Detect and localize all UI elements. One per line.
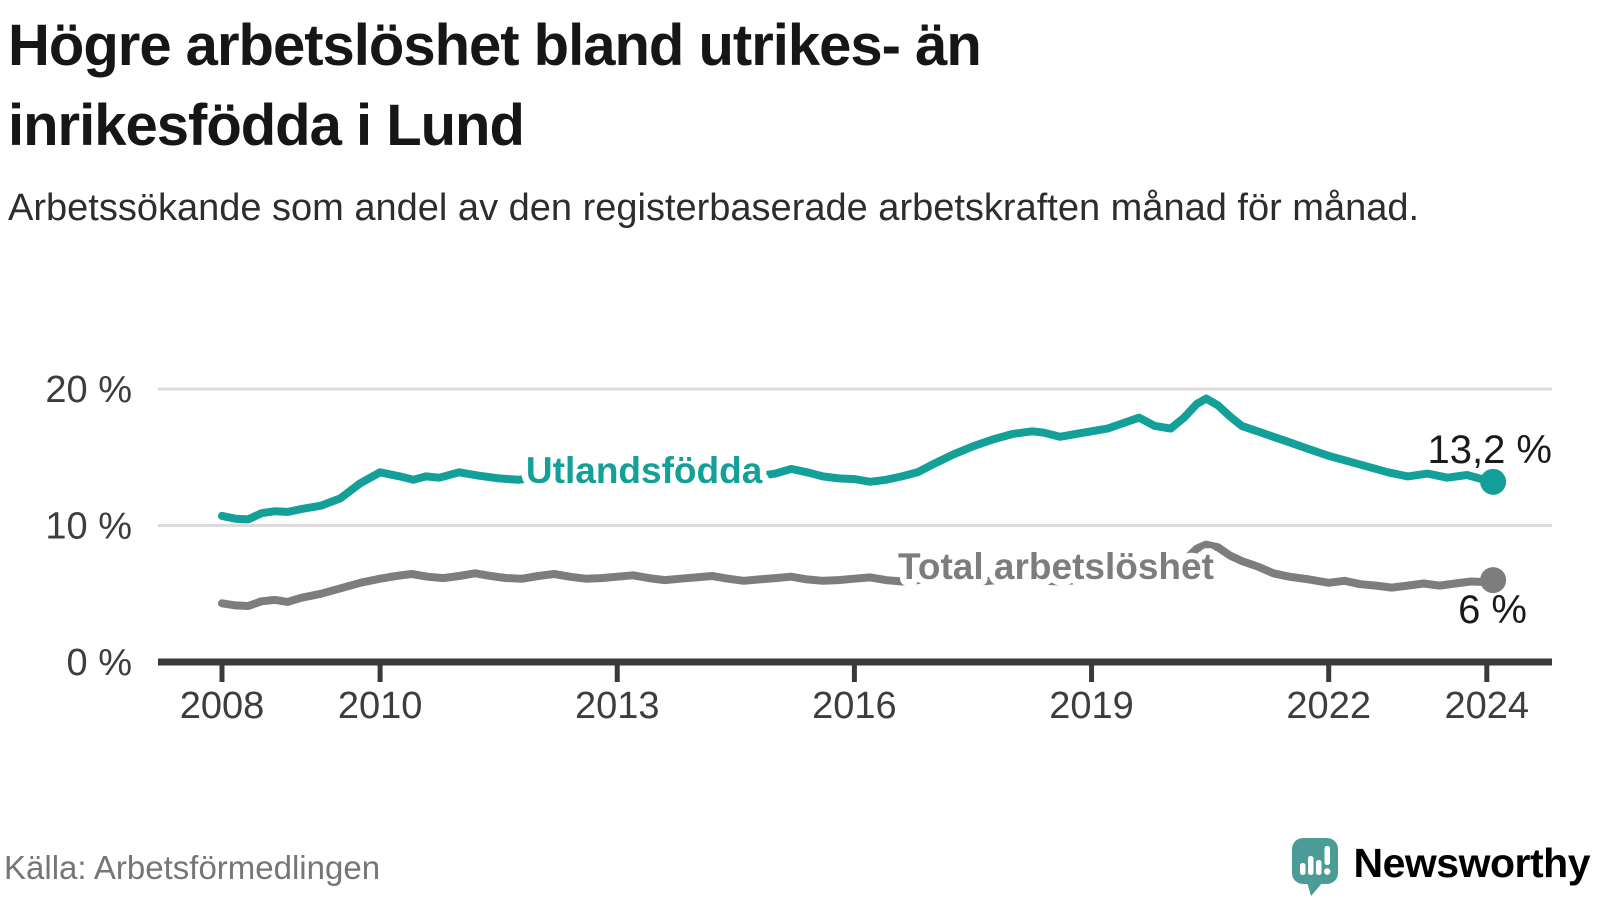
x-tick-label-2013: 2013 <box>575 685 660 727</box>
chart-card: Högre arbetslöshet bland utrikes- än inr… <box>0 6 1600 896</box>
series-end-dot-0 <box>1480 468 1507 495</box>
chart-canvas: 2008 2010 2013 2016 2019 2022 2024 0 % 10 % 20 % U… <box>45 369 1552 727</box>
series-end-value-1: 6 % <box>1458 588 1527 632</box>
x-tick-label-2016: 2016 <box>812 685 897 727</box>
x-tick-label-2022: 2022 <box>1286 685 1371 727</box>
x-tick-label-2010: 2010 <box>338 685 423 727</box>
x-tick-label-2008: 2008 <box>180 685 265 727</box>
y-tick-label-0: 0 % <box>67 642 132 684</box>
brand-name: Newsworthy <box>1353 839 1591 886</box>
chart-subtitle: Arbetssökande som andel av den registerb… <box>8 187 1420 230</box>
series-line-1 <box>218 540 1498 610</box>
y-tick-label-10: 10 % <box>45 506 132 548</box>
page-title: Högre arbetslöshet bland utrikes- än inr… <box>8 13 982 159</box>
speech-bubble-chart-icon <box>1291 838 1338 896</box>
series-end-value-0: 13,2 % <box>1427 428 1552 472</box>
source-note: Källa: Arbetsförmedlingen <box>4 849 381 886</box>
series-label-1: Total arbetslöshet <box>898 546 1214 587</box>
y-tick-label-20: 20 % <box>45 369 132 411</box>
newsworthy-logo: Newsworthy <box>1291 838 1591 896</box>
series-label-0: Utlandsfödda <box>526 450 763 491</box>
x-tick-label-2024: 2024 <box>1445 685 1530 727</box>
series-line-0 <box>218 394 1498 524</box>
x-tick-label-2019: 2019 <box>1049 685 1134 727</box>
series-end-dot-1 <box>1480 567 1507 594</box>
